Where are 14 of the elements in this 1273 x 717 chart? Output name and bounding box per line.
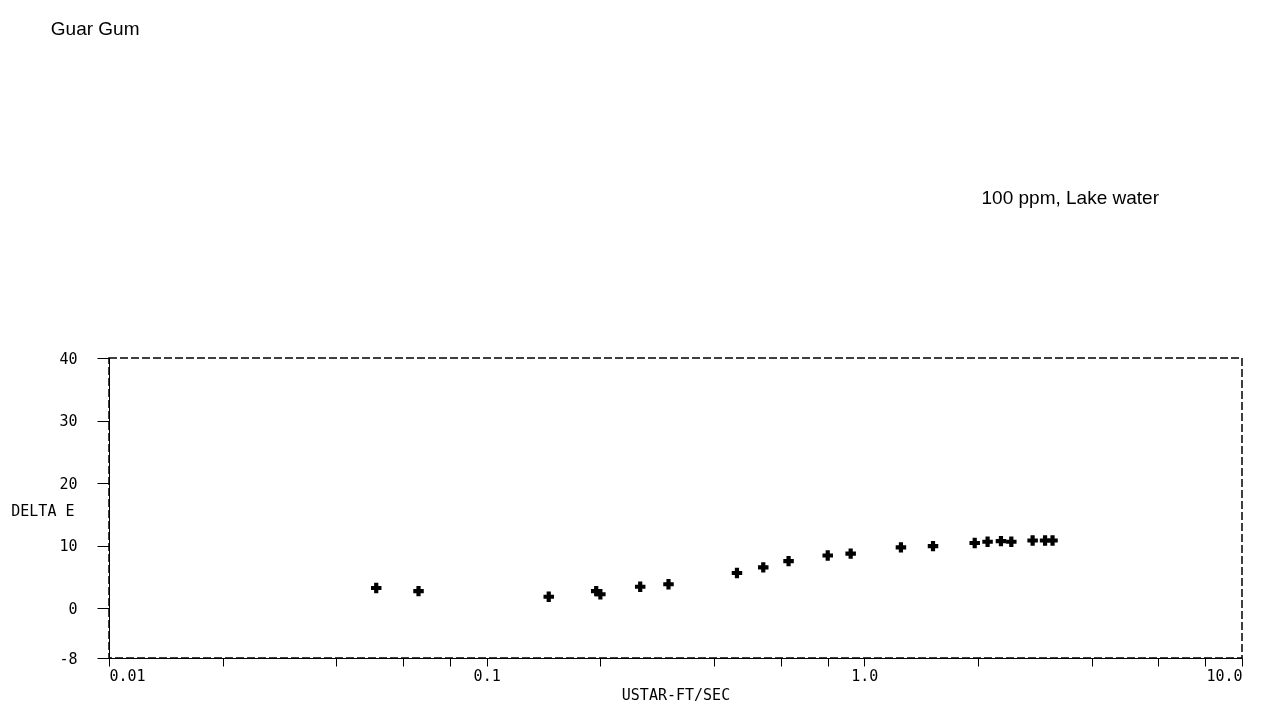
text: 100 ppm, Lake water — [981, 187, 1160, 208]
x-tick-label: 1.0 — [851, 666, 879, 685]
y-tick-label: 20 — [59, 474, 78, 493]
x-axis-title: USTAR-FT/SEC — [621, 685, 731, 704]
y-tick-label: -8 — [59, 649, 78, 668]
chart-title: Guar Gum — [50, 18, 140, 39]
x-tick-label: 10.0 — [1206, 666, 1243, 685]
y-tick-label: 0 — [68, 599, 78, 618]
x-tick-label: 0.1 — [473, 666, 501, 685]
y-tick-label: 30 — [59, 412, 78, 430]
x-tick-label: 0.01 — [109, 666, 146, 685]
y-tick-label: 40 — [59, 349, 78, 368]
y-axis-title: DELTA E — [11, 501, 75, 520]
y-tick-label: 10 — [59, 537, 78, 555]
